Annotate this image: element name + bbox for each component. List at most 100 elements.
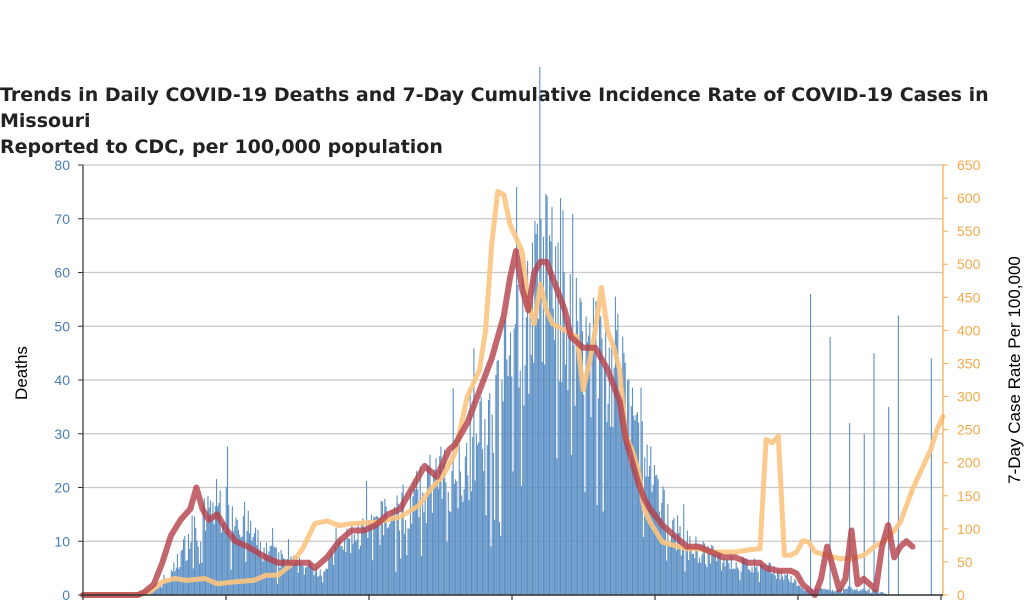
bar — [872, 589, 874, 595]
bar — [580, 301, 582, 595]
bar — [394, 507, 396, 595]
bar — [772, 573, 774, 595]
bar — [241, 536, 243, 595]
bar — [328, 559, 330, 595]
bar — [602, 511, 604, 595]
bar — [679, 526, 681, 595]
bar — [403, 533, 405, 595]
bar — [722, 562, 724, 595]
bar — [702, 541, 704, 595]
bar — [245, 561, 247, 595]
bar — [342, 549, 344, 595]
bar — [203, 498, 205, 595]
bar — [705, 564, 707, 595]
bar — [850, 586, 852, 595]
bar — [849, 423, 851, 595]
bar — [590, 417, 592, 595]
bar — [597, 398, 599, 595]
bar — [275, 547, 277, 595]
bar — [827, 589, 829, 595]
bar — [376, 516, 379, 595]
bar — [413, 479, 415, 595]
bar — [884, 593, 886, 595]
bar — [208, 507, 210, 595]
bar — [689, 536, 691, 595]
bar — [619, 405, 621, 595]
bar — [298, 558, 301, 595]
bar — [345, 551, 347, 595]
y-tick-label-right: 500 — [957, 256, 981, 272]
bar — [824, 588, 826, 595]
bar — [728, 563, 730, 595]
bar — [628, 378, 630, 595]
bar — [625, 435, 627, 595]
bar — [213, 524, 215, 595]
bar — [613, 367, 615, 595]
bar — [240, 537, 242, 595]
bar — [661, 503, 663, 595]
bar — [690, 548, 692, 595]
bar — [495, 375, 497, 595]
bar — [844, 589, 846, 595]
bar — [883, 593, 885, 595]
bar — [714, 554, 716, 595]
bar — [879, 592, 881, 595]
bar — [363, 527, 365, 595]
bar — [180, 550, 182, 595]
bar — [380, 500, 382, 595]
bar — [616, 330, 618, 595]
bar — [802, 589, 804, 595]
bar — [546, 196, 548, 595]
bar — [670, 535, 673, 595]
bar — [366, 480, 368, 595]
bar — [235, 517, 237, 595]
bar — [351, 525, 353, 595]
bar — [851, 588, 853, 595]
bar — [167, 582, 169, 595]
bar — [251, 540, 253, 595]
bar — [337, 541, 340, 595]
bar — [258, 551, 260, 595]
bar — [417, 489, 419, 595]
bar — [599, 305, 601, 595]
bar — [381, 501, 383, 595]
bar — [699, 557, 701, 595]
bar — [220, 532, 222, 595]
bar — [236, 520, 238, 595]
bar — [544, 364, 546, 595]
bar — [574, 405, 576, 595]
bar — [204, 530, 207, 595]
bar — [524, 365, 526, 595]
y-axis-label-left: Deaths — [12, 346, 31, 400]
bar — [757, 571, 759, 595]
bar — [930, 358, 932, 595]
bar — [756, 564, 758, 595]
bar — [589, 322, 591, 595]
bar — [622, 336, 624, 595]
y-tick-label-right: 50 — [957, 554, 973, 570]
bar — [692, 553, 695, 595]
bar — [784, 574, 786, 595]
bar — [674, 535, 676, 595]
bar — [774, 575, 776, 595]
bar — [358, 549, 360, 595]
bar — [755, 567, 757, 595]
bar — [350, 553, 352, 595]
bar — [633, 415, 635, 595]
bar — [364, 528, 366, 595]
bar — [508, 355, 510, 595]
bar — [464, 456, 466, 595]
bar — [257, 529, 259, 595]
bar — [401, 492, 403, 595]
bar — [684, 571, 686, 595]
bar — [412, 496, 414, 595]
bar — [187, 533, 190, 595]
bar — [507, 376, 509, 595]
bar — [570, 455, 573, 595]
bar — [212, 502, 214, 595]
bar — [768, 562, 770, 595]
bar — [252, 536, 254, 595]
bar — [374, 517, 376, 595]
bar — [611, 341, 613, 595]
bar — [629, 464, 631, 595]
